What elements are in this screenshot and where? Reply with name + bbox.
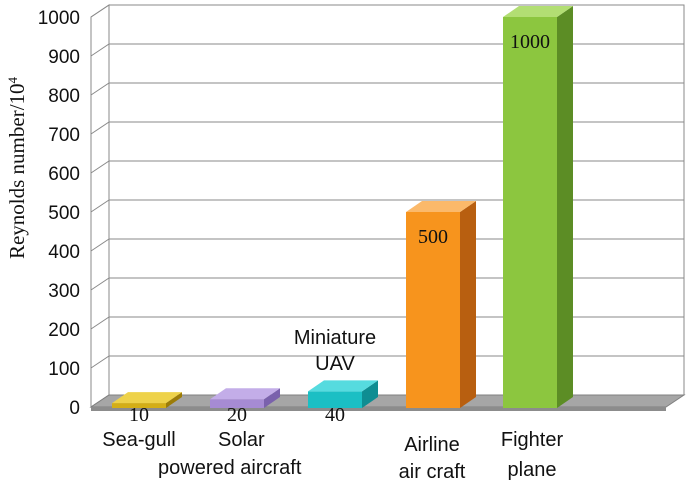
x-label-4: Fighter plane [501,429,564,481]
bar-side [557,6,573,408]
bar-top [406,201,476,212]
bars [112,6,573,408]
x-label-line: Solar [218,429,265,451]
gridline-4 [90,238,684,252]
y-tick-label: 900 [48,47,80,68]
bar-4 [503,6,573,408]
value-label: 500 [418,226,448,248]
bar-top [210,388,280,400]
x-axis-labels: Sea-gull Solar powered aircraft Miniature UA… [102,327,563,483]
grid-lines [90,4,684,408]
x-label-line: Sea-gull [102,429,175,451]
gridline-8 [90,82,684,96]
x-label-2: Miniature UAV [294,327,376,375]
x-label-line: plane [508,459,557,481]
y-tick-label: 600 [48,164,80,185]
value-label: 1000 [510,31,550,53]
y-tick-label: 700 [48,125,80,146]
x-label-line: Airline [404,434,460,456]
bar-side [460,201,476,408]
bar-front [308,391,362,408]
gridline-3 [90,277,684,291]
value-label: 10 [129,404,149,426]
value-labels: 10 20 40 500 1000 [129,31,550,426]
x-label-1: Solar powered aircraft [158,429,302,479]
chart-walls [90,4,685,408]
bar-front [112,403,166,408]
x-label-line: UAV [315,353,355,375]
y-tick-label: 800 [48,86,80,107]
bar-top [112,392,182,404]
x-label-0: Sea-gull [102,429,175,451]
gridline-5 [90,199,684,213]
gridline-7 [90,121,684,135]
x-label-line: air craft [399,461,466,483]
gridline-2 [90,316,684,330]
y-tick-label: 400 [48,242,80,263]
bar-3 [406,201,476,408]
x-label-line: Miniature [294,327,376,349]
bar-front [406,212,460,408]
bar-2 [308,380,378,408]
bar-0 [112,392,182,408]
y-tick-label: 500 [48,203,80,224]
x-label-line: Fighter [501,429,564,451]
bar-side [264,388,280,408]
bar-top [308,380,378,392]
y-tick-label: 0 [69,398,80,419]
bar-front [210,399,264,408]
gridline-1 [90,355,684,369]
gridline-6 [90,160,684,174]
bar-1 [210,388,280,408]
y-tick-label: 300 [48,281,80,302]
value-label: 20 [227,404,247,426]
bar-side [166,392,182,408]
y-tick-label: 100 [48,359,80,380]
y-axis-label: Reynolds number/104 [5,76,30,259]
gridline-9 [90,43,684,57]
bar-side [362,380,378,408]
y-tick-label: 200 [48,320,80,341]
gridline-10 [90,4,684,18]
bar-front [503,17,557,408]
y-axis-ticks: 0 100 200 300 400 500 600 700 800 900 1000 [38,8,80,419]
x-label-3: Airline air craft [399,434,466,483]
y-tick-label: 1000 [38,8,80,29]
floor-edge [91,407,666,411]
x-label-line: powered aircraft [158,457,302,479]
bar-top [503,6,573,17]
value-label: 40 [325,404,345,426]
